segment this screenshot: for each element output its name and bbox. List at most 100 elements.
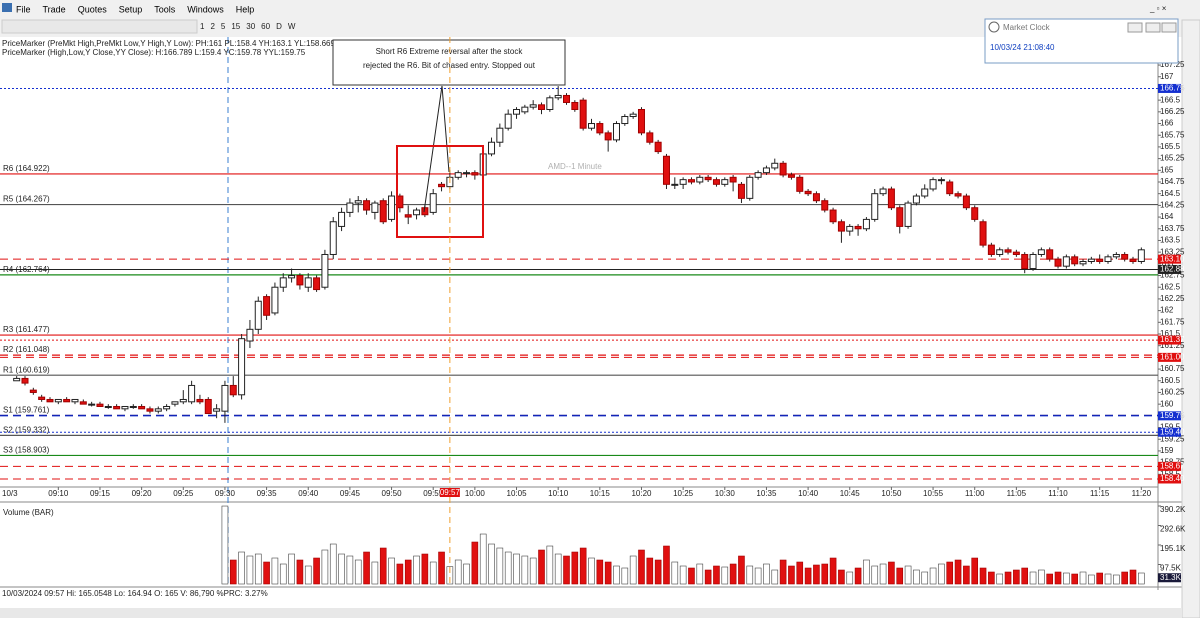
volume-bar: [821, 563, 829, 585]
clock-button[interactable]: [1145, 22, 1161, 33]
candle-body: [271, 286, 279, 314]
candle-body: [329, 221, 337, 255]
candle-body: [154, 408, 162, 412]
toolbar-icons[interactable]: [1, 19, 198, 34]
volume-bar: [263, 561, 270, 585]
window-controls[interactable]: _ ▫ ×: [1149, 4, 1167, 13]
price-tag: [1158, 427, 1181, 437]
volume-bar: [546, 545, 554, 585]
price-tag-label: 158.40: [1160, 474, 1185, 483]
menu-item[interactable]: Quotes: [78, 4, 108, 14]
x-tick-label: 11:00: [965, 489, 985, 498]
y-tick-label: 163.5: [1160, 236, 1181, 245]
volume-bar: [271, 557, 279, 585]
x-tick-label: 10:00: [465, 489, 486, 498]
volume-bar: [588, 557, 595, 585]
volume-bar: [329, 543, 337, 585]
volume-bar: [563, 555, 570, 585]
candle-body: [804, 190, 812, 195]
annotation-arrow: [441, 85, 450, 173]
candle-body: [429, 193, 437, 213]
volume-bar: [446, 566, 454, 585]
candle-body: [571, 101, 579, 110]
volume-bar: [729, 563, 737, 585]
period-button[interactable]: 30: [246, 22, 255, 31]
candle-body: [529, 104, 537, 108]
candle-body: [146, 408, 154, 412]
volume-bar: [888, 561, 895, 585]
pivot-label: S1 (159.761): [3, 405, 50, 414]
volume-bar: [663, 545, 670, 585]
candle-body: [221, 384, 229, 412]
candle-body: [871, 193, 879, 220]
volume-bar: [829, 557, 837, 585]
price-tag-label: 166.75: [1160, 84, 1185, 93]
y-tick-label: 164: [1160, 212, 1174, 221]
period-button[interactable]: 1: [200, 22, 205, 31]
period-button[interactable]: 5: [221, 22, 226, 31]
cursor-tag: [439, 488, 460, 497]
volume-tick-label: 292.6K: [1160, 525, 1186, 534]
candle-body: [113, 405, 121, 410]
price-tag: [1158, 352, 1181, 362]
candle-body: [696, 176, 704, 183]
volume-bar: [604, 561, 612, 585]
candle-body: [1004, 249, 1012, 253]
candle-body: [1079, 261, 1087, 265]
volume-bar: [804, 567, 812, 585]
volume-bar: [279, 563, 287, 585]
volume-bar: [421, 553, 429, 585]
period-button[interactable]: 15: [231, 22, 240, 31]
menu-item[interactable]: Help: [236, 4, 255, 14]
candle-body: [538, 104, 546, 110]
indicator-label: PriceMarker (High,Low,Y Close,YY Close):…: [2, 48, 306, 57]
clock-button[interactable]: [1127, 22, 1143, 33]
volume-bar: [754, 567, 762, 585]
volume-bar: [479, 533, 487, 585]
volume-bar: [354, 559, 362, 585]
menu-item[interactable]: Windows: [187, 4, 224, 14]
candle-body: [138, 405, 146, 410]
candle-body: [587, 123, 595, 129]
y-tick-label: 160.5: [1160, 376, 1181, 385]
period-button[interactable]: W: [288, 22, 296, 31]
volume-bar: [954, 559, 962, 585]
volume-bar: [513, 553, 520, 585]
x-tick-label: 09:25: [173, 489, 194, 498]
volume-bar: [238, 551, 245, 585]
period-button[interactable]: 60: [261, 22, 270, 31]
candle-body: [554, 94, 562, 99]
clock-button[interactable]: [1161, 22, 1177, 33]
price-tag: [1158, 335, 1181, 345]
period-button[interactable]: D: [276, 22, 282, 31]
candle-body: [388, 195, 396, 220]
candle-body: [1029, 253, 1037, 270]
menu-item[interactable]: Tools: [154, 4, 176, 14]
menu-item[interactable]: Trade: [43, 4, 66, 14]
price-tag-label: 161.37: [1160, 335, 1185, 344]
candle-body: [321, 253, 329, 288]
date-label: 10/3: [2, 489, 18, 498]
volume-bar: [721, 566, 729, 585]
price-tag: [1158, 254, 1181, 264]
volume-bar: [321, 549, 329, 585]
volume-bar: [254, 553, 262, 585]
candle-body: [346, 202, 354, 213]
menu-item[interactable]: File: [16, 4, 31, 14]
price-tag-label: 162.88: [1160, 265, 1185, 274]
menu-item[interactable]: Setup: [119, 4, 143, 14]
candle-body: [979, 221, 987, 246]
candle-body: [63, 398, 71, 403]
candle-body: [729, 176, 737, 183]
candle-body: [104, 405, 112, 408]
period-button[interactable]: 2: [210, 22, 215, 31]
candle-body: [438, 183, 446, 188]
volume-bar: [963, 565, 970, 585]
volume-bar: [554, 553, 562, 585]
candles: [13, 86, 1145, 585]
x-tick-label: 09:30: [215, 489, 236, 498]
volume-bar: [463, 563, 470, 585]
volume-bar: [363, 551, 370, 585]
candle-body: [746, 176, 754, 199]
volume-bar: [913, 569, 920, 585]
